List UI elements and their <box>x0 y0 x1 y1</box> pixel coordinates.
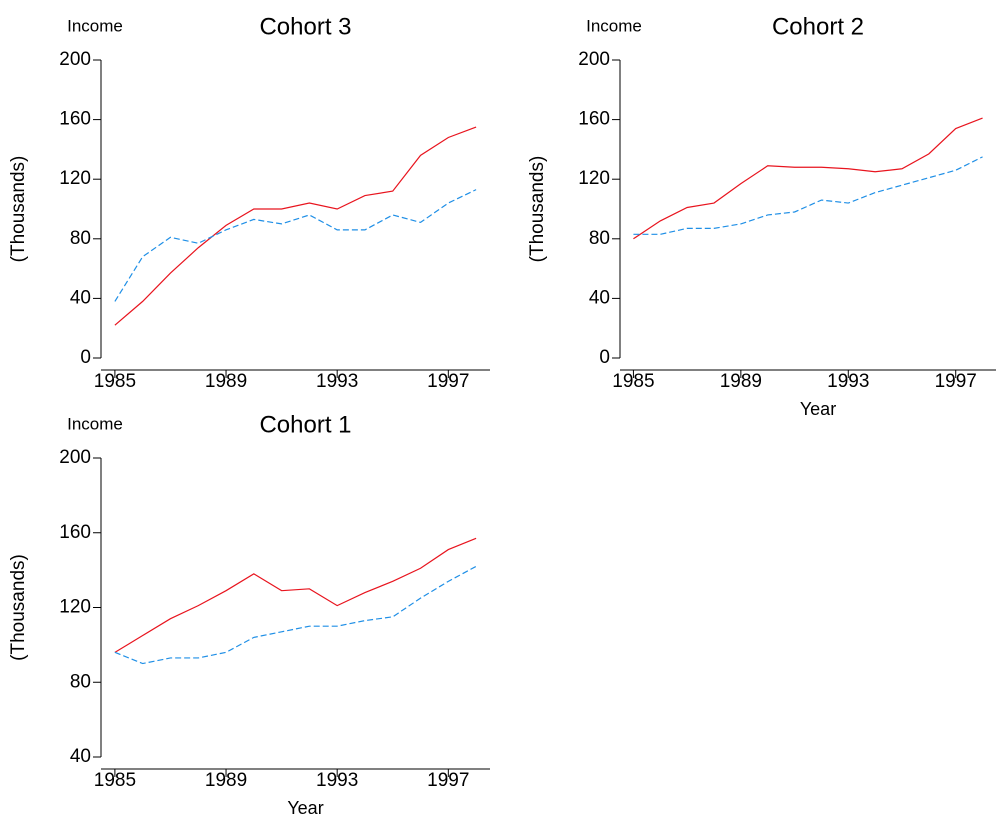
y-tick-label: 160 <box>59 109 91 130</box>
y-tick-label: 200 <box>578 49 610 70</box>
x-tick-label: 1985 <box>94 371 136 392</box>
x-axis-label: Year <box>287 798 323 818</box>
data-line <box>633 117 983 240</box>
x-tick-label: 1993 <box>316 770 358 791</box>
y-axis-label: (Thousands) <box>527 156 548 263</box>
x-tick-label: 1997 <box>427 371 469 392</box>
y-tick-label: 160 <box>578 109 610 130</box>
data-line <box>114 565 477 665</box>
chart-title: Cohort 2 <box>772 13 864 40</box>
x-axis-label: Year <box>800 399 836 419</box>
y-tick-label: 160 <box>59 522 91 543</box>
y-axis-label: (Thousands) <box>8 156 29 263</box>
chart-title: Cohort 1 <box>259 411 351 438</box>
y-tick-label: 80 <box>589 228 610 249</box>
x-tick-label: 1993 <box>316 371 358 392</box>
y-label-top: Income <box>67 414 123 433</box>
data-line <box>114 126 477 326</box>
x-tick-label: 1985 <box>612 371 654 392</box>
y-tick-label: 40 <box>70 287 91 308</box>
x-tick-label: 1985 <box>94 770 136 791</box>
y-tick-label: 40 <box>70 746 91 767</box>
x-tick-label: 1989 <box>205 770 247 791</box>
y-tick-label: 0 <box>80 347 91 368</box>
chart-title: Cohort 3 <box>259 13 351 40</box>
y-tick-label: 120 <box>59 168 91 189</box>
y-tick-label: 0 <box>599 347 610 368</box>
x-tick-label: 1997 <box>427 770 469 791</box>
y-tick-label: 120 <box>578 168 610 189</box>
y-tick-label: 120 <box>59 597 91 618</box>
x-tick-label: 1989 <box>205 371 247 392</box>
data-line <box>114 537 477 653</box>
y-tick-label: 40 <box>589 287 610 308</box>
y-tick-label: 80 <box>70 671 91 692</box>
y-label-top: Income <box>586 16 642 35</box>
y-label-top: Income <box>67 16 123 35</box>
data-line <box>633 156 983 235</box>
y-tick-label: 200 <box>59 447 91 468</box>
x-tick-label: 1993 <box>827 371 869 392</box>
x-tick-label: 1997 <box>935 371 977 392</box>
y-axis-label: (Thousands) <box>8 554 29 661</box>
x-tick-label: 1989 <box>720 371 762 392</box>
y-tick-label: 80 <box>70 228 91 249</box>
data-line <box>114 189 477 302</box>
y-tick-label: 200 <box>59 49 91 70</box>
